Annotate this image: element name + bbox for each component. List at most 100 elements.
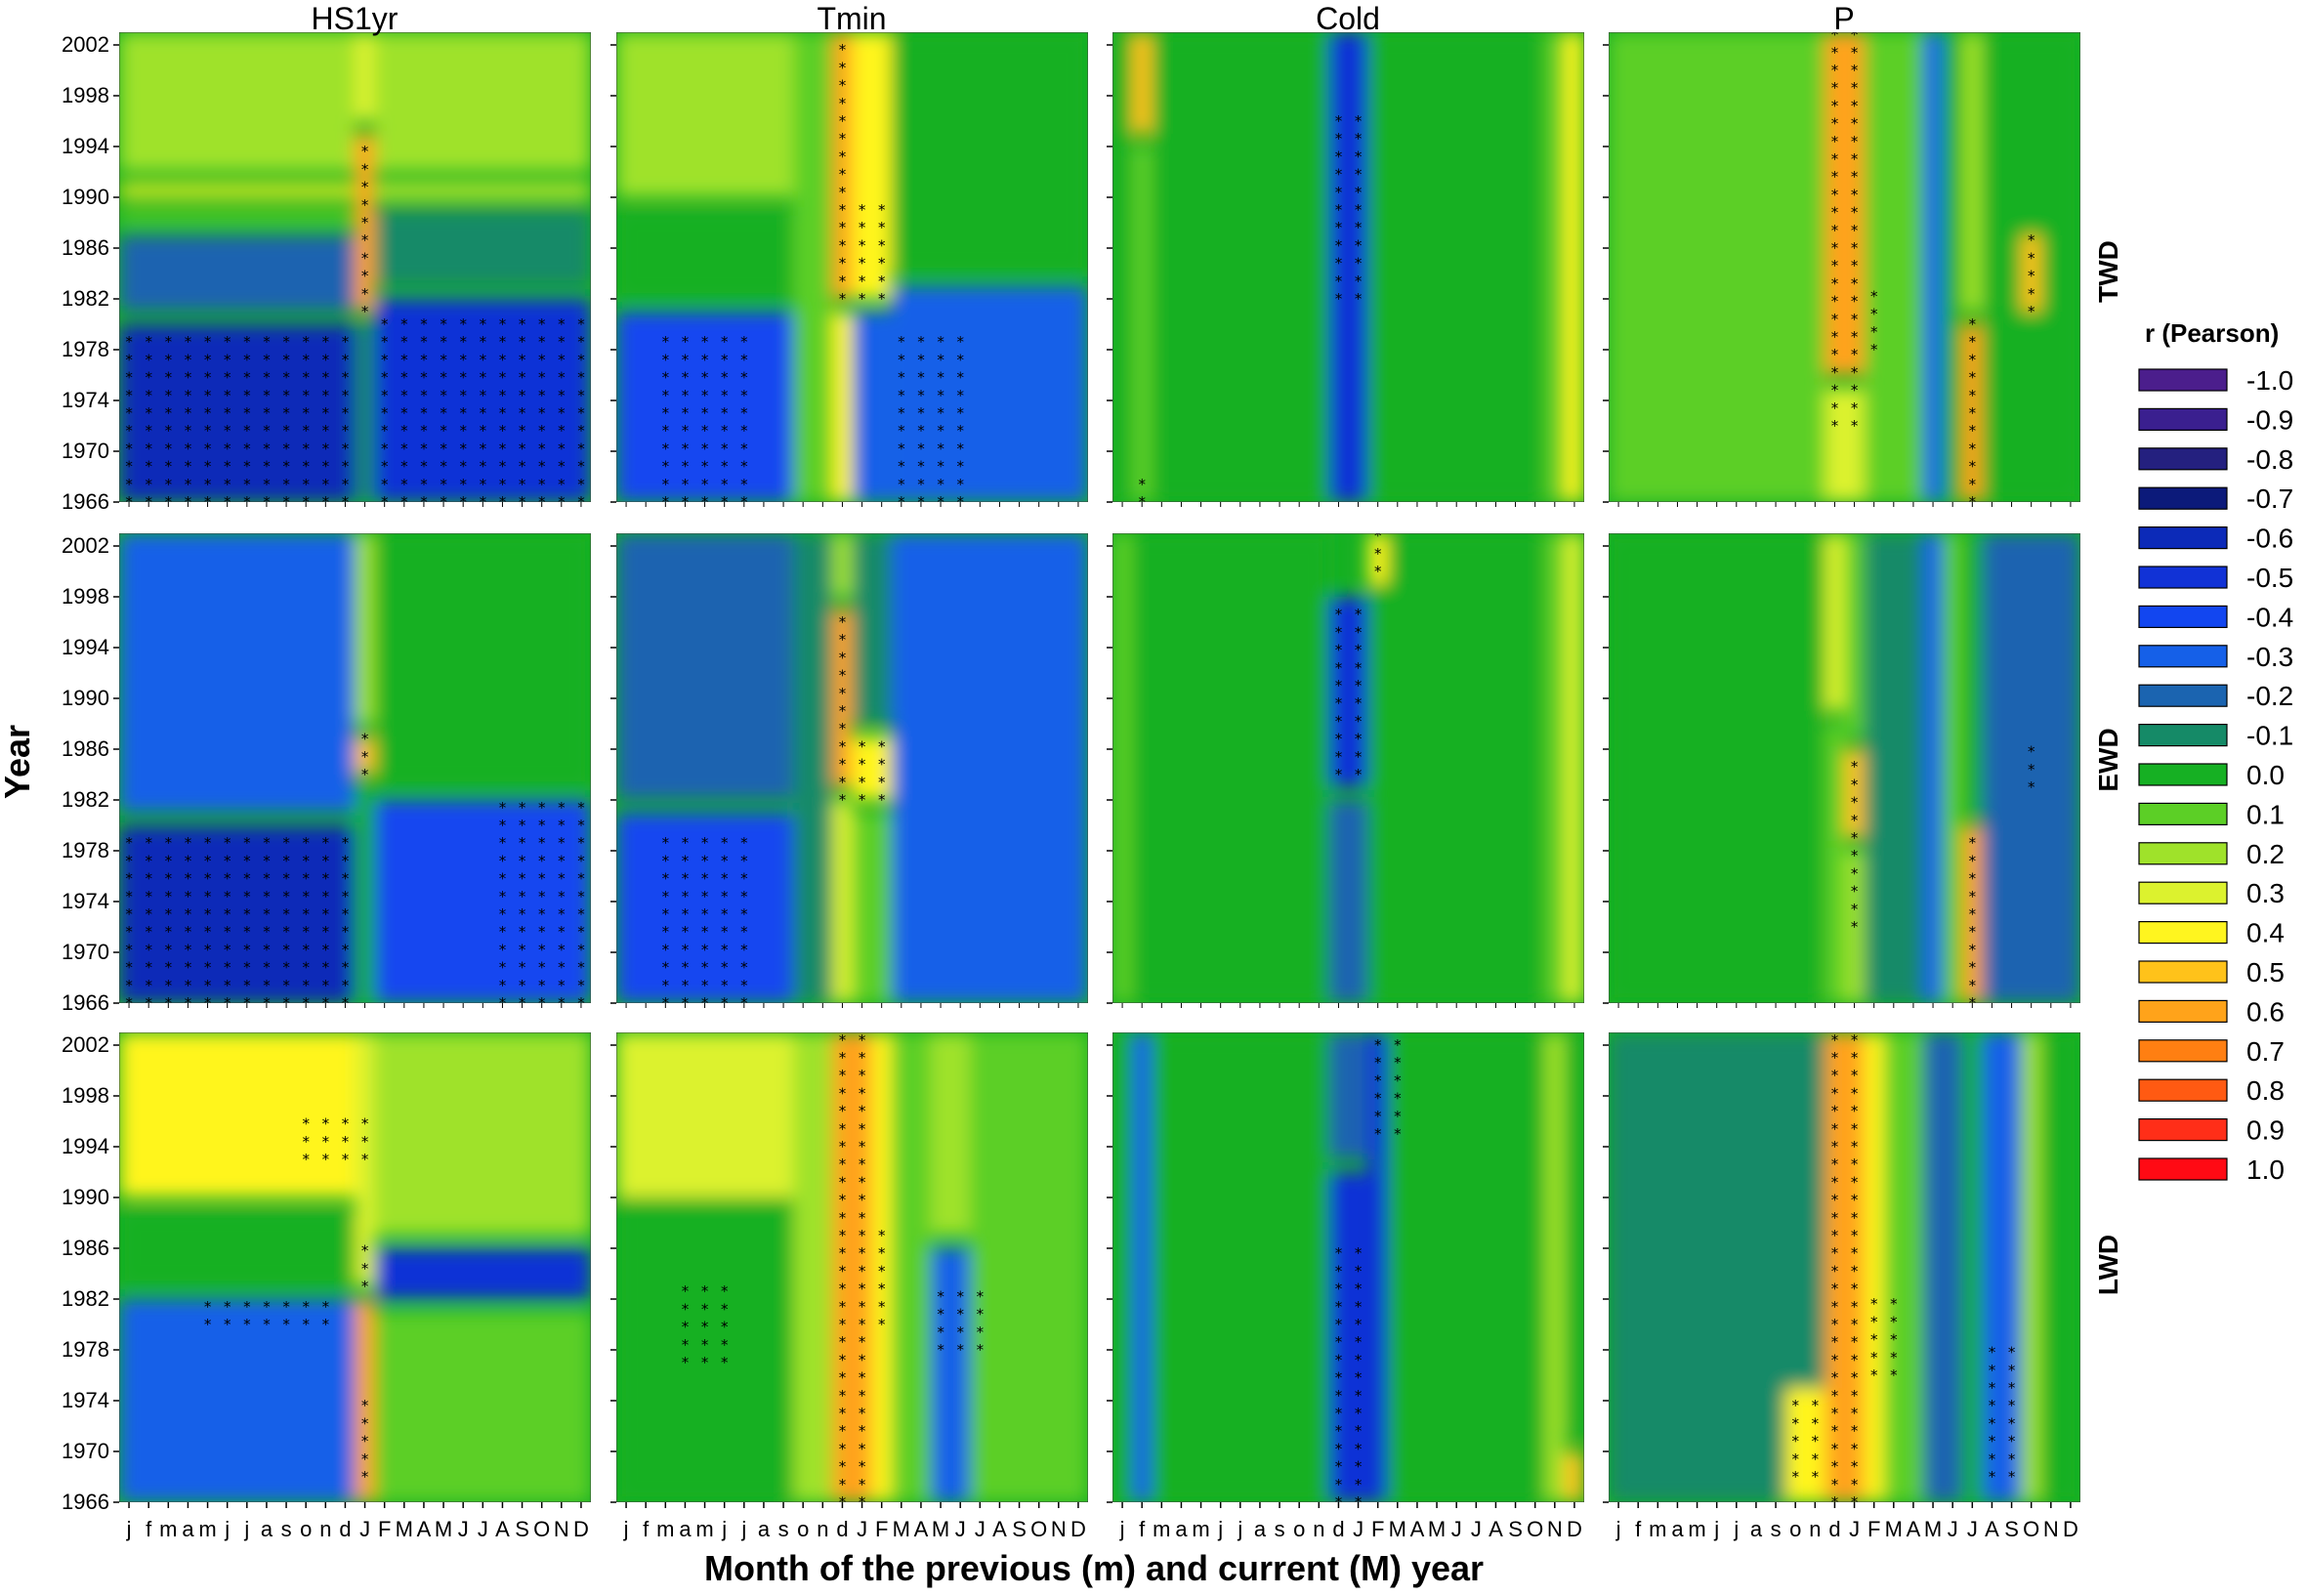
significance-star: * <box>499 799 507 817</box>
significance-star: * <box>322 1115 330 1133</box>
significance-star: * <box>499 923 507 941</box>
significance-star: * <box>204 941 212 958</box>
significance-star: * <box>1851 44 1859 62</box>
correlation-cell <box>1923 1032 1963 1502</box>
x-tick-label: o <box>797 1517 809 1541</box>
significance-star: * <box>558 440 566 457</box>
significance-star: * <box>263 351 271 368</box>
significance-star: * <box>839 1103 847 1120</box>
significance-star: * <box>282 994 290 1012</box>
x-tick-label: O <box>2023 1517 2039 1541</box>
significance-star: * <box>1851 97 1859 114</box>
significance-star: * <box>322 387 330 404</box>
significance-star: * <box>145 351 152 368</box>
y-tick-label: 1982 <box>62 787 109 812</box>
significance-star: * <box>839 1333 847 1351</box>
y-tick-label: 1970 <box>62 940 109 964</box>
significance-star: * <box>558 905 566 923</box>
correlation-cell <box>2040 1032 2080 1502</box>
significance-star: * <box>282 1298 290 1316</box>
significance-star: * <box>1335 236 1343 254</box>
significance-star: * <box>1989 1397 1996 1414</box>
correlation-cell <box>891 1032 931 1502</box>
significance-star: * <box>1335 1351 1343 1368</box>
significance-star: * <box>701 422 709 440</box>
significance-star: * <box>185 852 192 869</box>
significance-star: * <box>361 196 369 214</box>
significance-star: * <box>499 959 507 977</box>
panel-ewd-cold: *********************** <box>1112 533 1584 1003</box>
significance-star: * <box>243 333 251 351</box>
significance-star: * <box>224 923 231 941</box>
significance-star: * <box>1374 1054 1382 1071</box>
x-tick-label: M <box>932 1517 949 1541</box>
significance-star: * <box>577 493 585 511</box>
significance-star: * <box>1394 1071 1402 1089</box>
significance-star: * <box>342 493 350 511</box>
significance-star: * <box>459 387 467 404</box>
significance-star: * <box>125 369 133 387</box>
significance-star: * <box>937 404 944 422</box>
significance-star: * <box>381 351 389 368</box>
correlation-cell <box>793 1032 833 1502</box>
significance-star: * <box>1335 184 1343 201</box>
significance-star: * <box>282 422 290 440</box>
significance-star: * <box>721 888 729 905</box>
significance-star: * <box>1355 731 1363 748</box>
significance-star: * <box>224 1316 231 1333</box>
x-tick-label: D <box>1070 1517 1086 1541</box>
significance-star: * <box>701 852 709 869</box>
correlation-cell <box>1328 1172 1368 1502</box>
significance-star: * <box>302 387 310 404</box>
x-tick-label: f <box>1635 1517 1642 1541</box>
significance-star: * <box>282 834 290 852</box>
significance-star: * <box>125 959 133 977</box>
significance-star: * <box>558 941 566 958</box>
x-tick-label: O <box>1527 1517 1543 1541</box>
significance-star: * <box>125 333 133 351</box>
legend: r (Pearson) -1.0 -0.9 -0.8 -0.7 -0.6 -0.5 -0.4… <box>2138 318 2293 1185</box>
significance-star: * <box>125 870 133 888</box>
y-tick-label: 2002 <box>62 1032 109 1057</box>
significance-star: * <box>263 493 271 511</box>
significance-star: * <box>538 852 546 869</box>
correlation-field <box>1112 32 1584 502</box>
significance-star: * <box>1851 150 1859 168</box>
significance-star: * <box>740 923 748 941</box>
significance-star: * <box>302 1298 310 1316</box>
significance-star: * <box>1355 290 1363 308</box>
significance-star: * <box>519 870 526 888</box>
significance-star: * <box>342 476 350 493</box>
significance-star: * <box>538 404 546 422</box>
significance-star: * <box>1335 255 1343 273</box>
significance-star: * <box>1335 659 1343 677</box>
significance-star: * <box>1394 1036 1402 1054</box>
y-tick-label: 1982 <box>62 286 109 311</box>
legend-label: 0.1 <box>2246 799 2285 829</box>
significance-star: * <box>342 1133 350 1151</box>
correlation-field <box>616 533 1088 1003</box>
significance-star: * <box>282 458 290 476</box>
correlation-field <box>119 32 591 502</box>
significance-star: * <box>577 333 585 351</box>
significance-star: * <box>721 923 729 941</box>
correlation-cell <box>119 185 356 197</box>
x-tick-label: F <box>875 1517 888 1541</box>
significance-star: * <box>538 888 546 905</box>
significance-star: * <box>400 440 408 457</box>
significance-star: * <box>956 440 964 457</box>
significance-star: * <box>701 333 709 351</box>
significance-star: * <box>480 387 487 404</box>
significance-star: * <box>1374 1071 1382 1089</box>
panel-twd-tmin: ****************************************… <box>616 32 1088 502</box>
legend-label: 1.0 <box>2246 1155 2285 1185</box>
significance-star: * <box>420 351 428 368</box>
significance-star: * <box>701 941 709 958</box>
significance-star: * <box>839 1493 847 1511</box>
correlation-cell <box>355 533 375 724</box>
correlation-cell <box>355 1299 375 1502</box>
significance-star: * <box>204 994 212 1012</box>
significance-star: * <box>322 493 330 511</box>
significance-star: * <box>420 369 428 387</box>
significance-star: * <box>898 458 905 476</box>
